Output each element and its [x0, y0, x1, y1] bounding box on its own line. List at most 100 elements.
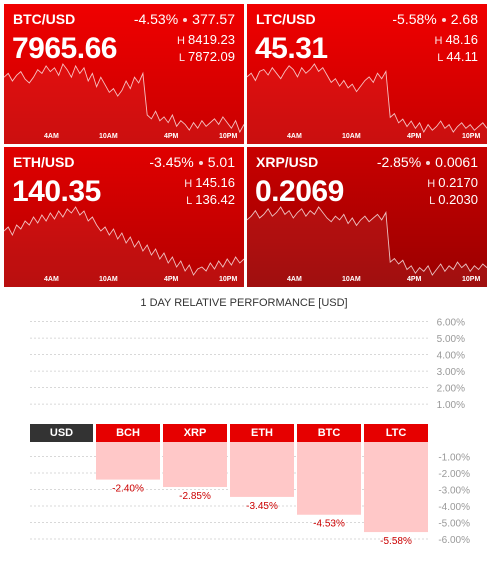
high-label: H: [427, 178, 436, 190]
bar-bch: [96, 442, 160, 480]
change-percent: -5.58%: [392, 11, 437, 27]
xrp-usd-tile[interactable]: XRP/USD -2.85% 0.0061 0.2069 H 0.2170 L 0.2…: [247, 147, 487, 287]
time-tick: 4AM: [44, 133, 59, 140]
relative-performance-chart: 6.00% 5.00% 4.00% 3.00% 2.00% 1.00% -1.00% -2.0…: [30, 318, 470, 547]
eth-sparkline: [4, 206, 244, 287]
ltc-usd-tile[interactable]: LTC/USD -5.58% 2.68 45.31 H 48.16 L 44.11 4…: [247, 4, 487, 144]
time-tick: 4AM: [287, 276, 302, 283]
high-readout: H 8419.23: [177, 32, 235, 47]
time-tick: 4PM: [164, 133, 179, 140]
positive-tick-label: 2.00%: [437, 384, 465, 395]
low-value: 136.42: [195, 192, 235, 207]
sparkline-area: [4, 207, 244, 287]
pair-label: BTC/USD: [13, 11, 76, 27]
low-label: L: [186, 195, 193, 207]
time-tick: 4PM: [407, 276, 422, 283]
separator-dot-icon: [441, 18, 446, 23]
positive-tick-label: 4.00%: [437, 351, 465, 362]
btc-sparkline: [4, 63, 244, 144]
sparkline-area: [4, 64, 244, 144]
pair-label: ETH/USD: [13, 154, 75, 170]
pair-label: XRP/USD: [256, 154, 319, 170]
low-value: 44.11: [446, 49, 478, 64]
time-tick: 10AM: [99, 276, 118, 283]
bar-value-label: -2.85%: [179, 491, 211, 502]
positive-tick-label: 1.00%: [437, 400, 465, 411]
low-readout: L 136.42: [186, 192, 235, 207]
low-readout: L 0.2030: [429, 192, 478, 207]
separator-dot-icon: [426, 161, 431, 166]
low-label: L: [178, 52, 185, 64]
change-readout: -3.45% 5.01: [149, 154, 235, 170]
time-tick: 4PM: [407, 133, 422, 140]
bar-eth: [230, 442, 294, 497]
change-absolute: 377.57: [192, 11, 235, 27]
high-value: 48.16: [445, 32, 478, 47]
high-label: H: [184, 178, 193, 190]
coin-header-eth[interactable]: ETH: [230, 424, 294, 442]
change-percent: -2.85%: [376, 154, 422, 170]
time-tick: 10AM: [342, 276, 361, 283]
positive-tick-label: 5.00%: [437, 334, 465, 345]
separator-dot-icon: [198, 161, 203, 166]
negative-tick-label: -1.00%: [438, 453, 470, 464]
eth-usd-tile[interactable]: ETH/USD -3.45% 5.01 140.35 H 145.16 L 136.4…: [4, 147, 244, 287]
time-tick: 10PM: [219, 276, 238, 283]
time-tick: 4AM: [44, 276, 59, 283]
coin-header-btc[interactable]: BTC: [297, 424, 361, 442]
time-tick: 10PM: [219, 133, 238, 140]
bar-value-label: -3.45%: [246, 501, 278, 512]
change-percent: -3.45%: [149, 154, 194, 170]
high-value: 0.2170: [438, 175, 478, 190]
time-tick: 10AM: [99, 133, 118, 140]
change-absolute: 2.68: [450, 11, 478, 27]
high-value: 145.16: [195, 175, 235, 190]
high-value: 8419.23: [188, 32, 235, 47]
high-label: H: [434, 35, 443, 47]
positive-tick-label: 6.00%: [437, 318, 465, 329]
change-absolute: 0.0061: [435, 154, 478, 170]
low-value: 7872.09: [188, 49, 235, 64]
coin-header-ltc[interactable]: LTC: [364, 424, 428, 442]
high-readout: H 145.16: [184, 175, 235, 190]
low-value: 0.2030: [438, 192, 478, 207]
change-readout: -4.53% 377.57: [134, 11, 235, 27]
sparkline-line: [4, 206, 244, 276]
low-label: L: [437, 52, 444, 64]
pair-label: LTC/USD: [256, 11, 316, 27]
high-readout: H 48.16: [435, 32, 479, 47]
bar-btc: [297, 442, 361, 515]
coin-header-bch[interactable]: BCH: [96, 424, 160, 442]
time-tick: 10AM: [342, 133, 361, 140]
base-currency-label: USD: [30, 424, 93, 442]
current-price: 140.35: [12, 175, 101, 208]
change-absolute: 5.01: [207, 154, 235, 170]
negative-tick-label: -3.00%: [438, 486, 470, 497]
current-price: 45.31: [255, 32, 328, 65]
ltc-sparkline: [247, 63, 487, 144]
low-label: L: [429, 195, 436, 207]
change-readout: -2.85% 0.0061: [377, 154, 478, 170]
high-readout: H 0.2170: [427, 175, 478, 190]
time-tick: 10PM: [462, 133, 481, 140]
sparkline-line: [247, 206, 487, 276]
bar-value-label: -4.53%: [313, 519, 345, 530]
sparkline-line: [4, 63, 244, 134]
change-percent: -4.53%: [133, 11, 179, 27]
xrp-sparkline: [247, 206, 487, 287]
current-price: 7965.66: [12, 32, 117, 65]
bar-value-label: -5.58%: [380, 536, 412, 547]
sparkline-area: [247, 207, 487, 287]
low-readout: L 44.11: [437, 49, 478, 64]
sparkline-area: [247, 64, 487, 144]
time-tick: 4AM: [287, 133, 302, 140]
negative-tick-label: -4.00%: [438, 502, 470, 513]
sparkline-line: [247, 63, 487, 133]
negative-tick-label: -5.00%: [438, 519, 470, 530]
low-readout: L 7872.09: [179, 49, 235, 64]
bar-value-label: -2.40%: [112, 484, 144, 495]
bar-ltc: [364, 442, 428, 533]
time-tick: 10PM: [462, 276, 481, 283]
coin-header-xrp[interactable]: XRP: [163, 424, 227, 442]
